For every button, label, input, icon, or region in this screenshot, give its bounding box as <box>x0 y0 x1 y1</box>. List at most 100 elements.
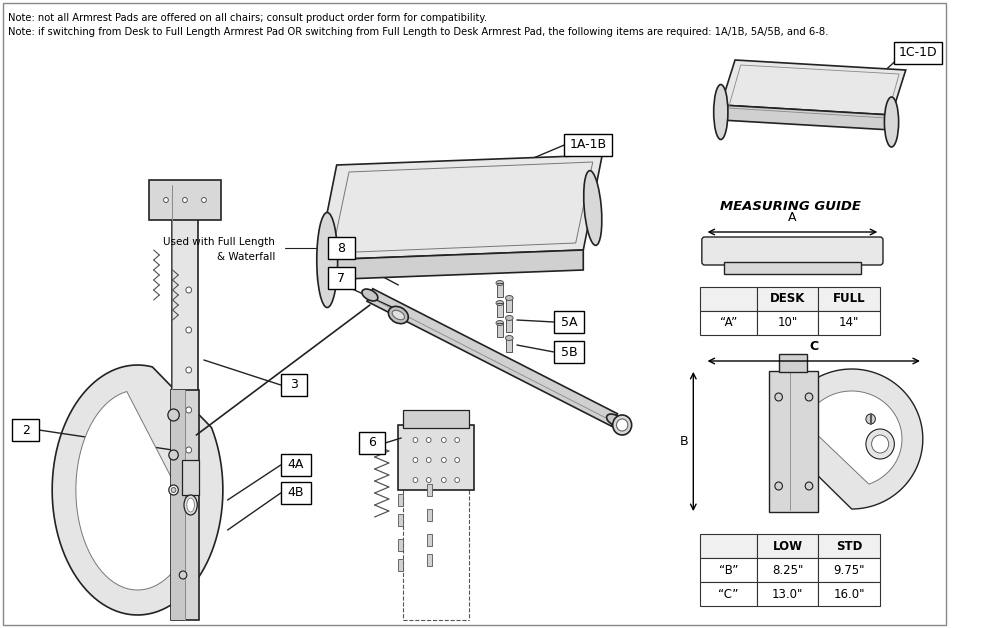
Text: MEASURING GUIDE: MEASURING GUIDE <box>720 200 860 213</box>
Ellipse shape <box>183 197 187 202</box>
Text: “B”: “B” <box>719 563 738 577</box>
Bar <box>398 539 403 551</box>
Text: 3: 3 <box>290 379 298 391</box>
Bar <box>328 267 355 289</box>
Text: 5B: 5B <box>561 345 577 359</box>
Text: 7: 7 <box>337 271 345 284</box>
Bar <box>769 371 818 512</box>
Ellipse shape <box>184 495 197 515</box>
Bar <box>564 134 612 156</box>
Bar <box>700 558 757 582</box>
Text: 13.0": 13.0" <box>772 588 803 600</box>
Bar <box>427 554 432 566</box>
Ellipse shape <box>616 419 628 431</box>
Text: 9.75": 9.75" <box>834 563 865 577</box>
Ellipse shape <box>186 487 192 493</box>
Ellipse shape <box>179 571 187 579</box>
Bar <box>427 484 432 496</box>
Ellipse shape <box>362 289 378 301</box>
Ellipse shape <box>872 435 889 453</box>
Text: LOW: LOW <box>773 539 803 553</box>
Bar <box>779 354 807 372</box>
Ellipse shape <box>186 407 192 413</box>
Bar <box>700 311 757 335</box>
Bar <box>328 237 355 259</box>
Ellipse shape <box>202 197 206 202</box>
Text: “A”: “A” <box>720 317 737 330</box>
Text: 14": 14" <box>839 317 860 330</box>
Ellipse shape <box>805 393 813 401</box>
Text: 8.25": 8.25" <box>772 563 803 577</box>
Bar <box>757 534 818 558</box>
Text: DESK: DESK <box>770 293 805 305</box>
Ellipse shape <box>584 171 602 246</box>
Text: 4B: 4B <box>288 487 304 499</box>
Text: 1C-1D: 1C-1D <box>899 46 937 60</box>
Ellipse shape <box>171 487 176 492</box>
Bar <box>818 534 880 558</box>
Ellipse shape <box>186 327 192 333</box>
Bar <box>427 534 432 546</box>
Bar <box>149 180 221 220</box>
Bar <box>554 311 584 333</box>
Bar <box>497 323 503 337</box>
Ellipse shape <box>455 477 460 482</box>
Text: Used with Full Length: Used with Full Length <box>163 237 275 247</box>
Ellipse shape <box>775 393 782 401</box>
Ellipse shape <box>455 438 460 443</box>
Polygon shape <box>721 60 906 115</box>
Bar <box>506 318 512 332</box>
Text: 6: 6 <box>368 436 376 450</box>
Polygon shape <box>721 105 892 130</box>
Polygon shape <box>781 369 923 509</box>
Bar <box>506 338 512 352</box>
Ellipse shape <box>455 458 460 462</box>
Bar <box>818 311 880 335</box>
Ellipse shape <box>805 482 813 490</box>
Bar <box>171 390 199 620</box>
Bar <box>171 390 185 620</box>
Bar <box>757 311 818 335</box>
Bar <box>757 287 818 311</box>
Bar <box>724 262 861 274</box>
Ellipse shape <box>426 438 431 443</box>
Bar <box>818 582 880 606</box>
Ellipse shape <box>506 335 513 340</box>
Ellipse shape <box>506 315 513 320</box>
Bar <box>403 410 469 428</box>
Text: 1A-1B: 1A-1B <box>569 139 607 151</box>
Ellipse shape <box>164 197 168 202</box>
Bar <box>554 341 584 363</box>
Ellipse shape <box>607 414 623 426</box>
Text: 5A: 5A <box>561 315 577 328</box>
Bar <box>398 494 403 506</box>
Text: FULL: FULL <box>833 293 866 305</box>
Bar <box>894 42 942 64</box>
Ellipse shape <box>392 310 405 320</box>
Bar <box>497 303 503 317</box>
Bar <box>398 559 403 571</box>
Bar <box>359 432 385 454</box>
Bar <box>757 558 818 582</box>
Ellipse shape <box>426 477 431 482</box>
Ellipse shape <box>866 429 894 459</box>
Ellipse shape <box>496 301 504 305</box>
Polygon shape <box>367 289 617 426</box>
Ellipse shape <box>441 477 446 482</box>
Ellipse shape <box>186 447 192 453</box>
Bar <box>281 482 311 504</box>
Ellipse shape <box>775 482 782 490</box>
Ellipse shape <box>441 458 446 462</box>
Ellipse shape <box>884 97 899 147</box>
Ellipse shape <box>169 485 178 495</box>
Bar <box>427 509 432 521</box>
Ellipse shape <box>187 498 194 512</box>
Bar <box>700 582 757 606</box>
Ellipse shape <box>613 415 632 435</box>
Bar <box>281 374 307 396</box>
Text: “C”: “C” <box>718 588 739 600</box>
Ellipse shape <box>413 477 418 482</box>
Bar <box>281 454 311 476</box>
Ellipse shape <box>506 296 513 301</box>
Ellipse shape <box>441 438 446 443</box>
